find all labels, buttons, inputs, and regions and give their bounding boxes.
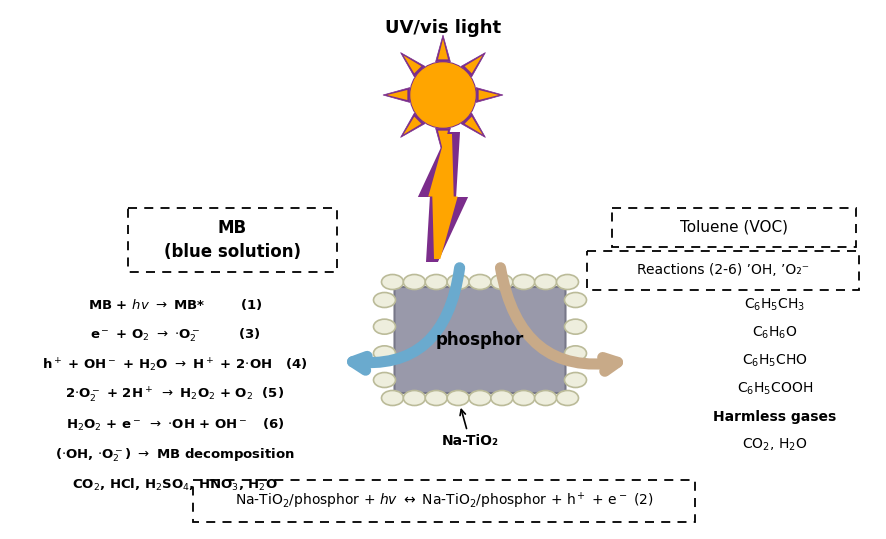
Text: phosphor: phosphor — [436, 331, 525, 349]
Ellipse shape — [374, 293, 395, 308]
Text: Harmless gases: Harmless gases — [713, 410, 836, 424]
Ellipse shape — [447, 390, 469, 405]
Text: h$^+$ + OH$^-$ + H$_2$O $\rightarrow$ H$^+$ + 2$\cdot$OH   (4): h$^+$ + OH$^-$ + H$_2$O $\rightarrow$ H$… — [43, 356, 307, 374]
Polygon shape — [464, 116, 483, 135]
Polygon shape — [383, 87, 410, 102]
Text: H$_2$O$_2$ + e$^-$ $\rightarrow$ $\cdot$OH + OH$^-$   (6): H$_2$O$_2$ + e$^-$ $\rightarrow$ $\cdot$… — [66, 417, 284, 433]
Polygon shape — [462, 53, 486, 77]
Ellipse shape — [469, 390, 491, 405]
Ellipse shape — [382, 390, 403, 405]
Polygon shape — [436, 35, 450, 62]
Ellipse shape — [374, 319, 395, 334]
Ellipse shape — [382, 274, 403, 289]
Polygon shape — [400, 113, 424, 137]
Text: MB: MB — [218, 219, 247, 237]
Polygon shape — [436, 128, 450, 155]
Text: Na-TiO$_2$/phosphor + $hv$ $\leftrightarrow$ Na-TiO$_2$/phosphor + h$^+$ + e$^-$: Na-TiO$_2$/phosphor + $hv$ $\leftrightar… — [235, 491, 653, 511]
Text: MB + $hv$ $\rightarrow$ MB*        (1): MB + $hv$ $\rightarrow$ MB* (1) — [88, 298, 262, 313]
Text: C$_6$H$_5$COOH: C$_6$H$_5$COOH — [737, 381, 813, 397]
Ellipse shape — [564, 319, 587, 334]
Ellipse shape — [403, 274, 425, 289]
Ellipse shape — [513, 390, 535, 405]
Text: e$^-$ + O$_2$ $\rightarrow$ $\cdot$O$_2^-$        (3): e$^-$ + O$_2$ $\rightarrow$ $\cdot$O$_2^… — [89, 326, 260, 344]
Ellipse shape — [564, 346, 587, 361]
Ellipse shape — [534, 274, 556, 289]
Polygon shape — [400, 53, 424, 77]
Text: Toluene (VOC): Toluene (VOC) — [680, 219, 788, 234]
Text: Reactions (2-6) ʼOH, ʼO₂⁻: Reactions (2-6) ʼOH, ʼO₂⁻ — [637, 263, 809, 277]
Ellipse shape — [564, 372, 587, 388]
Text: C$_6$H$_6$O: C$_6$H$_6$O — [752, 325, 797, 341]
Polygon shape — [403, 56, 422, 73]
Text: CO$_2$, HCl, H$_2$SO$_4$, HNO$_3$, H$_2$O: CO$_2$, HCl, H$_2$SO$_4$, HNO$_3$, H$_2$… — [72, 477, 278, 493]
Ellipse shape — [374, 346, 395, 361]
Ellipse shape — [534, 390, 556, 405]
Polygon shape — [462, 113, 486, 137]
Text: 2$\cdot$O$_2^-$ + 2H$^+$ $\rightarrow$ H$_2$O$_2$ + O$_2$  (5): 2$\cdot$O$_2^-$ + 2H$^+$ $\rightarrow$ H… — [66, 385, 284, 404]
Polygon shape — [438, 39, 448, 59]
Text: Na-TiO₂: Na-TiO₂ — [441, 410, 499, 448]
Ellipse shape — [556, 274, 579, 289]
Ellipse shape — [513, 274, 535, 289]
Ellipse shape — [491, 274, 513, 289]
Ellipse shape — [564, 293, 587, 308]
Polygon shape — [476, 87, 503, 102]
Ellipse shape — [374, 372, 395, 388]
Polygon shape — [478, 90, 499, 100]
Ellipse shape — [491, 390, 513, 405]
Polygon shape — [418, 132, 468, 262]
Ellipse shape — [469, 274, 491, 289]
Text: C$_6$H$_5$CHO: C$_6$H$_5$CHO — [742, 353, 808, 369]
Text: CO$_2$, H$_2$O: CO$_2$, H$_2$O — [742, 437, 808, 453]
Text: ($\cdot$OH, $\cdot$O$_2^-$) $\rightarrow$ MB decomposition: ($\cdot$OH, $\cdot$O$_2^-$) $\rightarrow… — [55, 446, 295, 464]
Ellipse shape — [425, 390, 447, 405]
Text: UV/vis light: UV/vis light — [385, 19, 501, 37]
FancyBboxPatch shape — [394, 287, 565, 393]
Text: (blue solution): (blue solution) — [164, 243, 301, 261]
Polygon shape — [428, 134, 458, 259]
Polygon shape — [438, 130, 448, 151]
Ellipse shape — [403, 390, 425, 405]
Circle shape — [410, 62, 476, 128]
Ellipse shape — [425, 274, 447, 289]
Polygon shape — [387, 90, 408, 100]
Text: C$_6$H$_5$CH$_3$: C$_6$H$_5$CH$_3$ — [744, 297, 805, 313]
Polygon shape — [464, 56, 483, 73]
Circle shape — [411, 63, 475, 127]
Ellipse shape — [556, 390, 579, 405]
Ellipse shape — [447, 274, 469, 289]
Polygon shape — [403, 116, 422, 135]
